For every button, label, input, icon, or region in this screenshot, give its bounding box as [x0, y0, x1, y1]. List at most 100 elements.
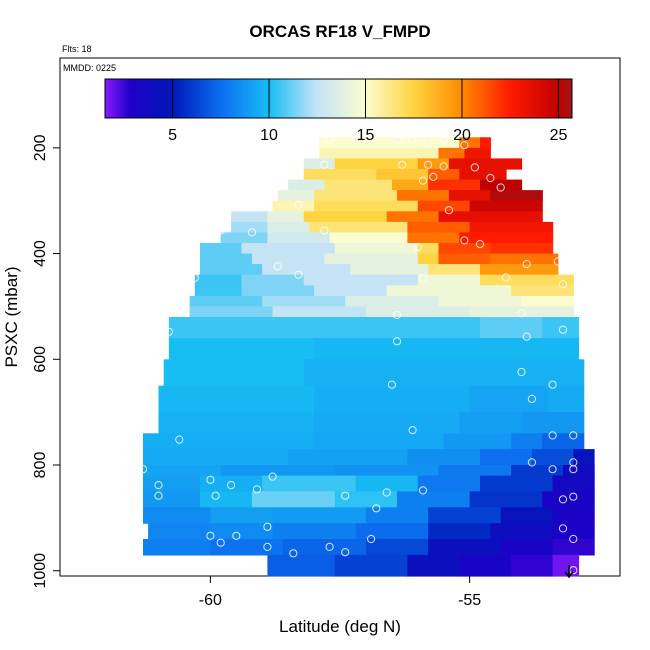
- heatmap-cell: [511, 465, 564, 477]
- data-point: [460, 141, 469, 150]
- heatmap-cell: [220, 232, 268, 244]
- data-point: [382, 488, 391, 497]
- heatmap-cell: [251, 491, 336, 508]
- heatmap-cell: [262, 295, 346, 308]
- heatmap-cell: [314, 412, 460, 434]
- data-point: [149, 380, 158, 389]
- heatmap-cell: [552, 475, 595, 493]
- heatmap-cell: [231, 221, 268, 234]
- heatmap-cell: [376, 169, 429, 181]
- data-point: [408, 426, 417, 435]
- heatmap-cell: [407, 232, 460, 244]
- heatmap-cell: [511, 433, 543, 450]
- heatmap-cell: [143, 539, 211, 556]
- heatmap-cell: [334, 465, 440, 477]
- heatmap-cell: [267, 232, 331, 244]
- heatmap-cell: [480, 475, 554, 493]
- heatmap-cell: [272, 507, 367, 524]
- heatmap-cell: [469, 385, 548, 413]
- heatmap-cell: [500, 507, 554, 524]
- heatmap-cell: [490, 243, 554, 255]
- heatmap-cell: [391, 179, 429, 191]
- data-point: [548, 431, 557, 440]
- x-tick-label: -60: [199, 592, 222, 609]
- heatmap-cell: [448, 190, 491, 202]
- heatmap-cell: [469, 338, 580, 360]
- heatmap-cell: [200, 475, 263, 493]
- heatmap-cell: [397, 190, 450, 202]
- heatmap-cell: [547, 385, 585, 413]
- heatmap-cell: [324, 179, 393, 191]
- chart-title: ORCAS RF18 V_FMPD: [249, 22, 430, 41]
- heatmap-cell: [314, 200, 419, 212]
- data-point: [424, 138, 433, 147]
- data-point: [273, 262, 282, 271]
- heatmap-cell: [355, 475, 419, 493]
- heatmap-cell: [288, 179, 325, 191]
- data-point: [175, 435, 184, 444]
- heatmap-cell: [480, 137, 491, 149]
- heatmap-cell: [220, 465, 336, 477]
- heatmap-cell: [143, 433, 315, 450]
- heatmap-cell: [428, 539, 502, 556]
- data-point: [548, 465, 557, 474]
- heatmap-cell: [438, 211, 543, 223]
- data-point: [227, 481, 236, 490]
- y-tick-label: 200: [32, 134, 49, 161]
- heatmap-cell: [158, 412, 315, 434]
- data-point: [418, 486, 428, 495]
- annotation-label: MMDD: 0225: [63, 63, 116, 73]
- colorbar-tick-label: 5: [168, 127, 177, 144]
- data-point: [558, 325, 568, 334]
- heatmap-cell: [251, 253, 326, 265]
- heatmap-cell: [443, 433, 512, 450]
- heatmap-cell: [459, 137, 481, 149]
- heatmap-cell: [194, 285, 243, 297]
- heatmap-cell: [277, 190, 315, 202]
- heatmap-cell: [288, 449, 408, 466]
- heatmap-cell: [189, 295, 263, 308]
- data-point: [558, 495, 568, 504]
- y-tick-label: 1000: [32, 553, 49, 589]
- data-point: [341, 491, 350, 500]
- heatmap-cell: [272, 523, 357, 540]
- heatmap-cell: [417, 200, 471, 212]
- heatmap-cell: [168, 317, 253, 339]
- heatmap-cell: [303, 169, 377, 181]
- data-point: [558, 524, 568, 533]
- heatmap-cell: [552, 539, 595, 556]
- heatmap-cell: [500, 539, 554, 556]
- data-point: [558, 280, 568, 289]
- heatmap-cell: [143, 449, 289, 466]
- heatmap-cell: [480, 179, 523, 191]
- heatmap-cell: [438, 243, 491, 255]
- heatmap-cell: [314, 433, 445, 450]
- heatmap-cell: [386, 211, 440, 223]
- data-point: [206, 531, 215, 540]
- x-axis: -60 -55: [199, 576, 481, 609]
- data-point: [263, 522, 272, 531]
- data-point: [325, 542, 334, 552]
- data-point: [392, 310, 402, 319]
- data-point: [128, 539, 137, 548]
- data-point: [325, 135, 334, 144]
- heatmap-cell: [267, 554, 336, 577]
- data-point: [164, 327, 173, 336]
- heatmap-cell: [531, 449, 574, 466]
- heatmap-cell: [251, 317, 367, 339]
- heatmap-cell: [334, 243, 419, 255]
- heatmap-cell: [210, 507, 274, 524]
- heatmap-cell: [303, 158, 336, 170]
- heatmap-cell: [303, 211, 388, 223]
- data-point: [522, 260, 531, 269]
- heatmap-cell: [443, 359, 585, 387]
- heatmap-cell: [417, 158, 450, 170]
- heatmap-cell: [200, 253, 253, 265]
- heatmap-cell: [417, 475, 481, 493]
- heatmap-cell: [334, 554, 408, 577]
- heatmap-cell: [355, 523, 429, 540]
- heatmap-cells: [143, 137, 595, 577]
- y-tick-label: 400: [32, 240, 49, 267]
- data-point: [569, 465, 578, 474]
- data-point: [247, 228, 256, 237]
